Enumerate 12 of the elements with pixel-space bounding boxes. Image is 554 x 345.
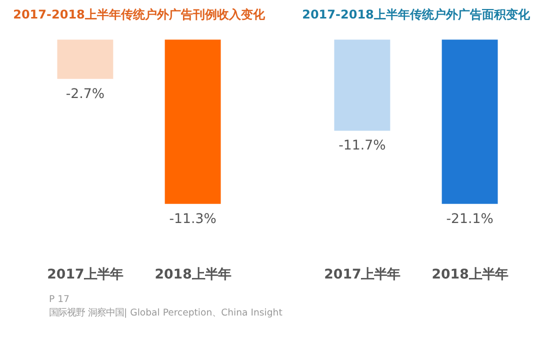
text: P 17 [49, 294, 70, 305]
x-tick-label: 2017上半年 [47, 268, 124, 282]
x-tick-label: 2017上半年 [324, 268, 400, 282]
data-label: -11.7% [338, 138, 386, 154]
data-label: -2.7% [66, 86, 105, 102]
x-tick-label: 2018上半年 [432, 268, 508, 282]
chart-title: 2017-2018上半年传统户外广告刊例收入变化 [13, 8, 266, 22]
x-tick-label: 2018上半年 [154, 268, 231, 282]
text: 国际视野 洞察中国| Global Perception、China Insight [49, 308, 283, 318]
data-label: -11.3% [169, 212, 216, 227]
data-label: -21.1% [446, 212, 494, 227]
chart-title: 2017-2018上半年传统户外广告面积变化 [302, 8, 531, 22]
